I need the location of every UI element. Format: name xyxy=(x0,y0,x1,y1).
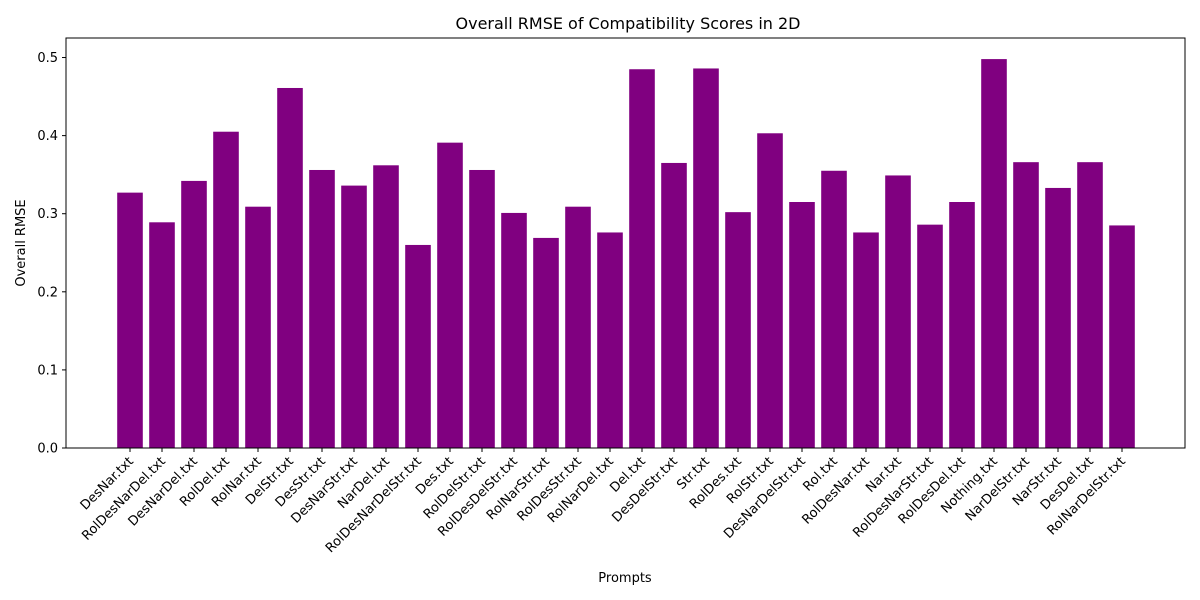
bar xyxy=(565,206,591,448)
bar xyxy=(885,175,911,448)
bar xyxy=(1109,225,1135,448)
bar xyxy=(597,232,623,448)
bar xyxy=(437,142,463,448)
bar xyxy=(1077,162,1103,449)
y-tick-label: 0.1 xyxy=(37,363,58,378)
bar xyxy=(1013,162,1039,449)
bar xyxy=(917,224,943,448)
y-tick-label: 0.4 xyxy=(37,129,58,144)
bar xyxy=(629,69,655,449)
bar xyxy=(853,232,879,448)
bars-group xyxy=(117,59,1135,449)
bar xyxy=(533,237,559,448)
bar xyxy=(341,185,367,448)
bar xyxy=(309,169,335,449)
y-axis-label: Overall RMSE xyxy=(14,199,29,286)
bar xyxy=(693,68,719,449)
bar xyxy=(949,202,975,448)
bar xyxy=(117,192,143,448)
y-tick-label: 0.0 xyxy=(37,442,58,457)
bar xyxy=(277,87,303,448)
bar xyxy=(181,180,207,448)
chart-title: Overall RMSE of Compatibility Scores in … xyxy=(456,14,801,33)
bar xyxy=(501,212,527,448)
bar xyxy=(405,244,431,448)
bar xyxy=(821,170,847,448)
bar xyxy=(725,212,751,448)
bar xyxy=(661,162,687,448)
bar xyxy=(1045,187,1071,448)
bar xyxy=(789,202,815,448)
bar xyxy=(469,169,495,449)
y-tick-label: 0.2 xyxy=(37,285,58,300)
y-axis: 0.0 0.1 0.2 0.3 0.4 0.5 xyxy=(37,51,66,457)
y-tick-label: 0.3 xyxy=(37,207,58,222)
bar xyxy=(757,133,783,448)
bar xyxy=(149,222,175,448)
x-axis-label: Prompts xyxy=(598,571,652,586)
plot-frame xyxy=(65,37,1186,449)
bar xyxy=(981,59,1007,449)
y-tick-label: 0.5 xyxy=(37,51,58,66)
bar xyxy=(373,165,399,449)
bar xyxy=(245,206,271,448)
bar xyxy=(213,131,239,448)
